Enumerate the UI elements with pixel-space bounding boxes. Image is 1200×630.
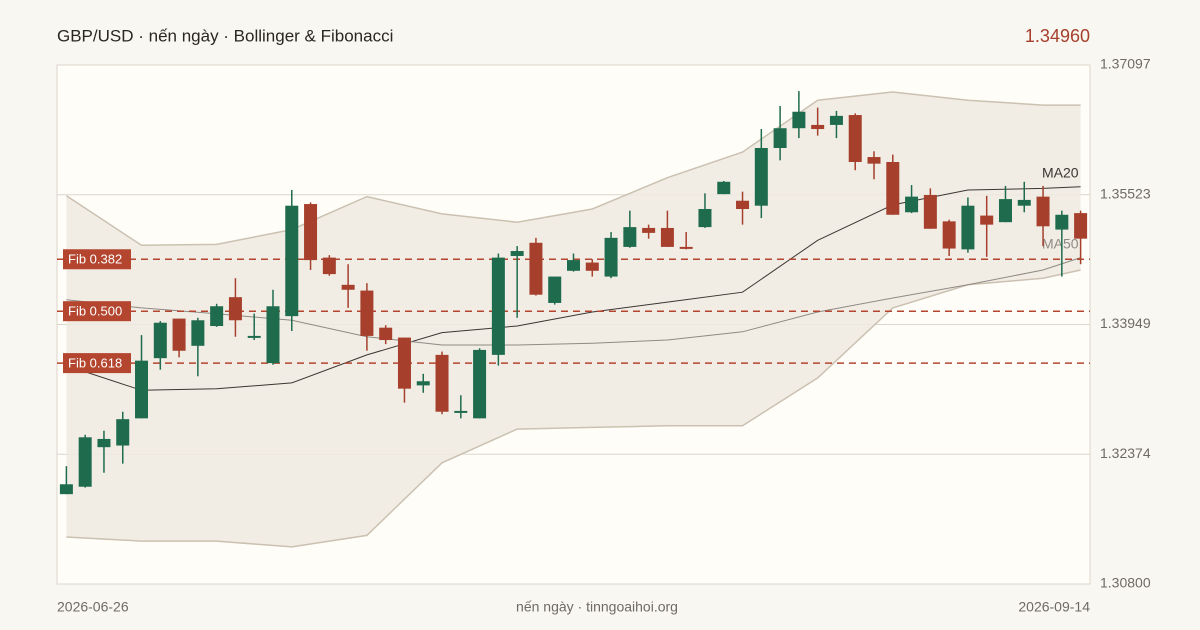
candle-body xyxy=(923,194,937,229)
y-tick-label: 1.33949 xyxy=(1100,315,1151,331)
fib-label-box xyxy=(63,301,131,322)
candle-body xyxy=(116,419,130,446)
candle-body xyxy=(867,157,881,164)
candle-body xyxy=(717,181,731,195)
fib-label-box xyxy=(63,249,131,270)
candle-body xyxy=(942,221,956,249)
candle-body xyxy=(172,318,186,351)
candle-body xyxy=(247,335,261,338)
chart-title: GBP/USD · nến ngày · Bollinger & Fibonac… xyxy=(57,26,393,45)
candle-body xyxy=(397,337,411,389)
candle-body xyxy=(191,320,205,346)
bollinger-band xyxy=(66,92,1081,547)
candle-body xyxy=(961,205,975,250)
candle-body xyxy=(623,227,637,247)
candle-body xyxy=(792,111,806,129)
candle-body xyxy=(698,208,712,228)
candle-body xyxy=(153,322,167,359)
candle-body xyxy=(491,257,505,355)
candle-body xyxy=(322,257,336,275)
bollinger-upper xyxy=(65,91,1081,247)
candle-body xyxy=(585,262,599,271)
candle-body xyxy=(529,242,543,295)
candle-body xyxy=(454,410,468,413)
candle-body xyxy=(473,349,487,419)
x-start-label: 2026-06-26 xyxy=(57,599,129,615)
y-tick-label: 1.32374 xyxy=(1100,445,1151,461)
candle-body xyxy=(886,162,900,215)
candle-body xyxy=(1017,199,1031,206)
fib-label: Fib 0.382 xyxy=(68,252,122,267)
y-tick-label: 1.35523 xyxy=(1100,185,1151,201)
candle-body xyxy=(998,199,1012,223)
candle-body xyxy=(829,115,843,125)
candle-body xyxy=(228,297,242,321)
candle-body xyxy=(435,354,449,412)
candle-body xyxy=(285,205,299,317)
candle-body xyxy=(1055,214,1069,230)
candle-body xyxy=(416,381,430,386)
candle-body xyxy=(510,251,524,256)
candle-body xyxy=(1036,196,1050,227)
candle-body xyxy=(773,128,787,148)
candle-body xyxy=(848,115,862,163)
last-price: 1.34960 xyxy=(1025,26,1090,46)
candle-body xyxy=(754,147,768,206)
candle-body xyxy=(97,438,111,448)
footer: nến ngày · tinngoaihoi.org xyxy=(516,599,678,615)
candle-body xyxy=(135,360,149,419)
fib-label: Fib 0.618 xyxy=(68,356,122,371)
candle-body xyxy=(379,327,393,341)
candle-body xyxy=(567,260,580,271)
candle-body xyxy=(548,276,562,303)
ma-line xyxy=(66,186,1081,391)
candle-body xyxy=(980,215,994,225)
candle-body xyxy=(210,306,224,327)
candle-body xyxy=(604,237,618,277)
fib-label-box xyxy=(63,353,131,374)
candle-body xyxy=(59,484,73,495)
bollinger-lower xyxy=(66,269,1081,548)
y-tick-label: 1.37097 xyxy=(1100,56,1151,72)
candle-body xyxy=(905,196,919,213)
candle-body xyxy=(679,246,693,249)
candle-body xyxy=(642,227,656,233)
ma-label: MA50 xyxy=(1042,235,1079,251)
candle-body xyxy=(304,204,318,261)
candle-body xyxy=(811,124,825,130)
candle-body xyxy=(1074,213,1088,239)
fib-label: Fib 0.500 xyxy=(68,304,122,319)
candle-body xyxy=(736,200,750,209)
candle-body xyxy=(78,437,92,487)
candle-body xyxy=(266,306,280,364)
y-tick-label: 1.30800 xyxy=(1100,575,1151,591)
ma-label: MA20 xyxy=(1042,164,1079,180)
candle-body xyxy=(360,290,374,336)
candle-body xyxy=(341,284,355,290)
candle-body xyxy=(660,227,674,247)
x-end-label: 2026-09-14 xyxy=(1018,599,1090,615)
